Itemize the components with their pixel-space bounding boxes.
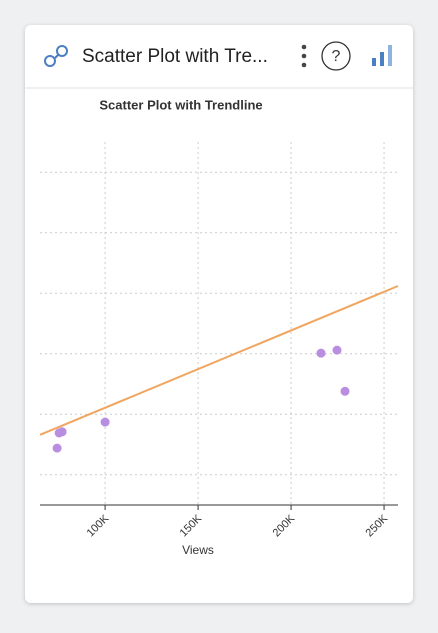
scatter-icon bbox=[44, 45, 68, 67]
point bbox=[332, 345, 342, 355]
point bbox=[52, 443, 62, 453]
card bbox=[25, 25, 413, 603]
svg-text:?: ? bbox=[332, 48, 341, 65]
chart-type-button[interactable] bbox=[372, 45, 392, 66]
x-axis-label: Views bbox=[182, 543, 214, 557]
help-button[interactable]: ? bbox=[321, 41, 351, 71]
point bbox=[57, 427, 67, 437]
point bbox=[100, 417, 110, 427]
chart-title: Scatter Plot with Trendline bbox=[99, 97, 262, 112]
menu-button[interactable] bbox=[301, 44, 307, 68]
widget-title: Scatter Plot with Tre... bbox=[82, 46, 268, 67]
point bbox=[316, 348, 326, 358]
trendline bbox=[39, 285, 399, 436]
point bbox=[340, 386, 350, 396]
